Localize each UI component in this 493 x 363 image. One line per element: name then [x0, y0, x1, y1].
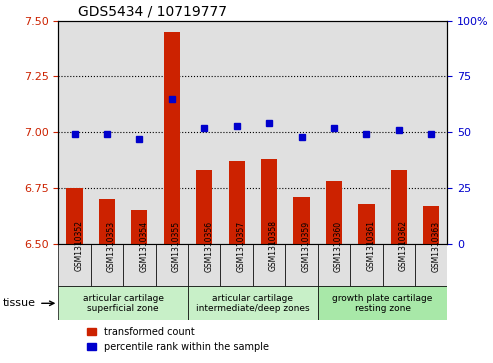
Bar: [220, 21, 253, 244]
FancyBboxPatch shape: [415, 244, 448, 286]
Text: articular cartilage
intermediate/deep zones: articular cartilage intermediate/deep zo…: [196, 294, 310, 313]
FancyBboxPatch shape: [220, 244, 253, 286]
FancyBboxPatch shape: [58, 244, 91, 286]
Text: GSM1310353: GSM1310353: [107, 220, 116, 272]
Text: GSM1310361: GSM1310361: [366, 220, 375, 272]
Bar: [318, 21, 350, 244]
Bar: [58, 21, 91, 244]
FancyBboxPatch shape: [58, 286, 188, 320]
Bar: [67, 188, 83, 244]
Text: GSM1310356: GSM1310356: [204, 220, 213, 272]
Bar: [91, 21, 123, 244]
Bar: [164, 32, 180, 244]
Text: GSM1310358: GSM1310358: [269, 220, 278, 272]
Bar: [261, 159, 277, 244]
Bar: [415, 21, 448, 244]
Bar: [293, 197, 310, 244]
Bar: [391, 170, 407, 244]
Text: GSM1310363: GSM1310363: [431, 220, 440, 272]
Bar: [156, 21, 188, 244]
Text: GSM1310357: GSM1310357: [237, 220, 246, 272]
Legend: transformed count, percentile rank within the sample: transformed count, percentile rank withi…: [83, 323, 273, 355]
Bar: [358, 204, 375, 244]
Text: GSM1310362: GSM1310362: [399, 220, 408, 272]
Text: GSM1310360: GSM1310360: [334, 220, 343, 272]
FancyBboxPatch shape: [318, 244, 350, 286]
FancyBboxPatch shape: [156, 244, 188, 286]
Bar: [253, 21, 285, 244]
Bar: [285, 21, 318, 244]
Bar: [99, 199, 115, 244]
Text: GSM1310352: GSM1310352: [74, 220, 83, 272]
Bar: [196, 170, 212, 244]
FancyBboxPatch shape: [123, 244, 156, 286]
Bar: [350, 21, 383, 244]
FancyBboxPatch shape: [350, 244, 383, 286]
Text: GSM1310354: GSM1310354: [140, 220, 148, 272]
Text: GDS5434 / 10719777: GDS5434 / 10719777: [78, 4, 227, 18]
FancyBboxPatch shape: [188, 286, 318, 320]
Bar: [131, 210, 147, 244]
Bar: [326, 181, 342, 244]
Text: GSM1310359: GSM1310359: [302, 220, 311, 272]
FancyBboxPatch shape: [383, 244, 415, 286]
Text: growth plate cartilage
resting zone: growth plate cartilage resting zone: [332, 294, 433, 313]
Bar: [188, 21, 220, 244]
FancyBboxPatch shape: [188, 244, 220, 286]
Text: articular cartilage
superficial zone: articular cartilage superficial zone: [83, 294, 164, 313]
FancyBboxPatch shape: [318, 286, 448, 320]
Bar: [123, 21, 156, 244]
Bar: [383, 21, 415, 244]
Text: tissue: tissue: [3, 298, 54, 308]
Bar: [423, 206, 439, 244]
Text: GSM1310355: GSM1310355: [172, 220, 181, 272]
FancyBboxPatch shape: [285, 244, 318, 286]
FancyBboxPatch shape: [91, 244, 123, 286]
Bar: [229, 161, 245, 244]
FancyBboxPatch shape: [253, 244, 285, 286]
